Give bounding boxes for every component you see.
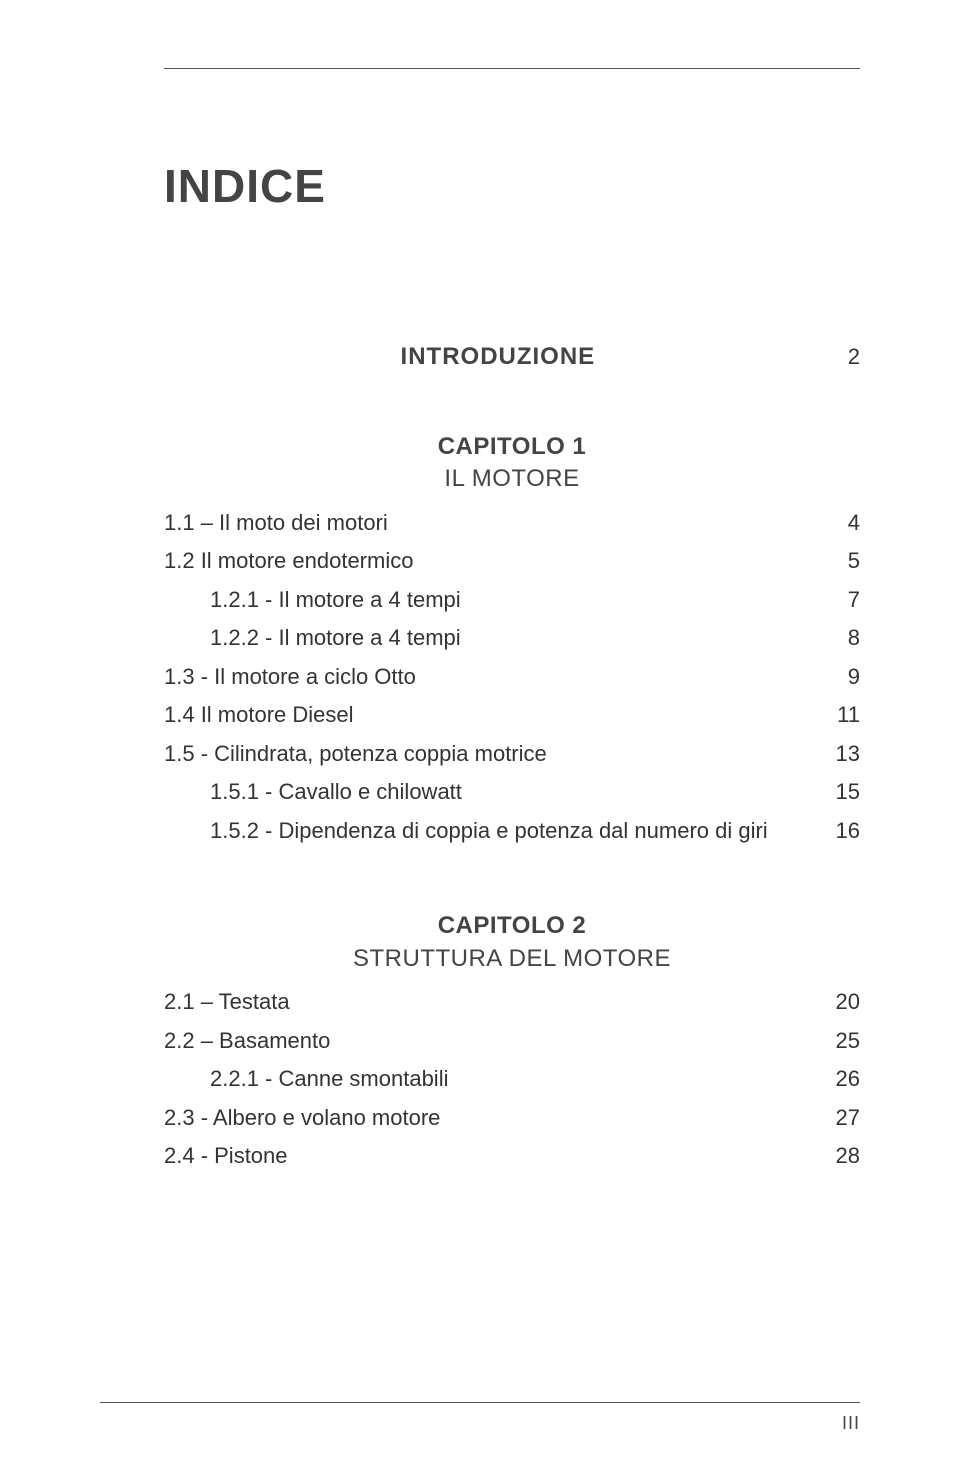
footer-page-number: III [100, 1413, 860, 1434]
chapter1-heading-line2: IL MOTORE [164, 463, 860, 495]
bottom-rule [100, 1402, 860, 1403]
intro-label: INTRODUZIONE [164, 343, 832, 371]
toc-page: 7 [832, 581, 860, 620]
toc-page: 8 [832, 619, 860, 658]
toc-row: 1.2 Il motore endotermico 5 [164, 542, 860, 581]
toc-row: 1.2.1 - Il motore a 4 tempi 7 [164, 581, 860, 620]
toc-page: 4 [832, 504, 860, 543]
toc-label: 1.1 – Il moto dei motori [164, 504, 388, 543]
toc-label: 1.3 - Il motore a ciclo Otto [164, 658, 416, 697]
toc-row: 2.4 - Pistone 28 [164, 1137, 860, 1176]
intro-row: INTRODUZIONE 2 [164, 343, 860, 371]
page-title: INDICE [164, 159, 860, 213]
toc-label: 2.1 – Testata [164, 983, 290, 1022]
page-footer: III [100, 1402, 860, 1434]
toc-page: 26 [820, 1060, 860, 1099]
chapter1-heading: CAPITOLO 1 IL MOTORE [164, 431, 860, 496]
toc-label: 1.5 - Cilindrata, potenza coppia motrice [164, 735, 547, 774]
chapter2-heading-line1: CAPITOLO 2 [164, 910, 860, 942]
toc-label: 1.2.1 - Il motore a 4 tempi [164, 581, 461, 620]
toc-label: 1.2 Il motore endotermico [164, 542, 413, 581]
page: INDICE INTRODUZIONE 2 CAPITOLO 1 IL MOTO… [0, 0, 960, 1472]
toc-page: 11 [821, 696, 860, 735]
chapter1-toc: 1.1 – Il moto dei motori 4 1.2 Il motore … [164, 504, 860, 851]
toc-label: 1.5.2 - Dipendenza di coppia e potenza d… [164, 812, 768, 851]
toc-page: 25 [820, 1022, 860, 1061]
toc-label: 2.2.1 - Canne smontabili [164, 1060, 448, 1099]
toc-label: 2.3 - Albero e volano motore [164, 1099, 440, 1138]
chapter2-heading-line2: STRUTTURA DEL MOTORE [164, 943, 860, 975]
toc-row: 2.2 – Basamento 25 [164, 1022, 860, 1061]
toc-page: 9 [832, 658, 860, 697]
toc-row: 2.2.1 - Canne smontabili 26 [164, 1060, 860, 1099]
top-rule [164, 68, 860, 69]
toc-page: 15 [820, 773, 860, 812]
toc-page: 20 [820, 983, 860, 1022]
toc-label: 2.4 - Pistone [164, 1137, 288, 1176]
intro-page: 2 [832, 344, 860, 370]
chapter2-toc: 2.1 – Testata 20 2.2 – Basamento 25 2.2.1 … [164, 983, 860, 1176]
toc-row: 2.3 - Albero e volano motore 27 [164, 1099, 860, 1138]
toc-row: 1.5.2 - Dipendenza di coppia e potenza d… [164, 812, 860, 851]
chapter1-heading-line1: CAPITOLO 1 [164, 431, 860, 463]
toc-row: 1.4 Il motore Diesel 11 [164, 696, 860, 735]
toc-row: 1.5 - Cilindrata, potenza coppia motrice… [164, 735, 860, 774]
toc-row: 1.1 – Il moto dei motori 4 [164, 504, 860, 543]
toc-row: 1.2.2 - Il motore a 4 tempi 8 [164, 619, 860, 658]
toc-label: 1.4 Il motore Diesel [164, 696, 354, 735]
toc-page: 13 [820, 735, 860, 774]
toc-label: 2.2 – Basamento [164, 1022, 330, 1061]
toc-page: 16 [820, 812, 860, 851]
toc-page: 28 [820, 1137, 860, 1176]
toc-row: 2.1 – Testata 20 [164, 983, 860, 1022]
toc-page: 5 [832, 542, 860, 581]
toc-label: 1.5.1 - Cavallo e chilowatt [164, 773, 462, 812]
toc-page: 27 [820, 1099, 860, 1138]
toc-row: 1.5.1 - Cavallo e chilowatt 15 [164, 773, 860, 812]
toc-label: 1.2.2 - Il motore a 4 tempi [164, 619, 461, 658]
toc-row: 1.3 - Il motore a ciclo Otto 9 [164, 658, 860, 697]
chapter2-heading: CAPITOLO 2 STRUTTURA DEL MOTORE [164, 910, 860, 975]
